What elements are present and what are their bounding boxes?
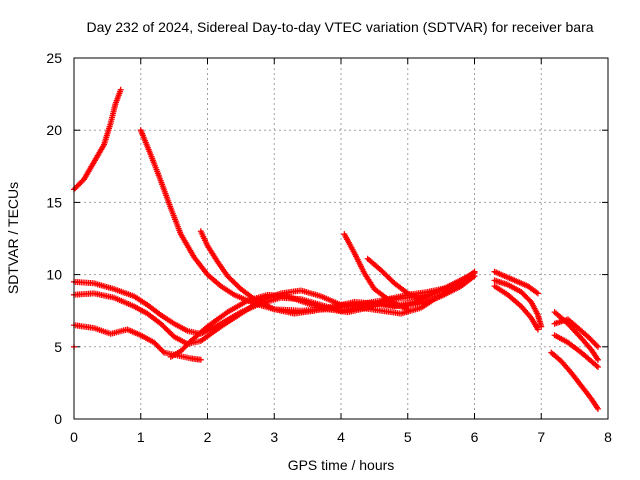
x-tick-labels: 0 1 2 3 4 5 6 7 8 bbox=[70, 429, 612, 445]
series-track-j bbox=[491, 268, 541, 297]
series-track-k bbox=[491, 277, 545, 330]
data-point-marker bbox=[594, 364, 601, 371]
y-tick-label: 25 bbox=[46, 50, 62, 66]
y-axis-label: SDTVAR / TECUs bbox=[5, 182, 21, 294]
data-point-marker bbox=[418, 296, 425, 303]
plot-frame bbox=[73, 57, 609, 420]
data-point-marker bbox=[159, 348, 166, 355]
x-axis-label: GPS time / hours bbox=[288, 457, 395, 473]
series-track-l bbox=[491, 283, 541, 333]
data-point-marker bbox=[534, 326, 541, 333]
data-point-marker bbox=[534, 290, 541, 297]
x-tick-label: 0 bbox=[70, 429, 78, 445]
y-tick-label: 5 bbox=[54, 339, 62, 355]
series-track-h bbox=[341, 231, 411, 313]
data-point-marker bbox=[594, 343, 601, 350]
series-track-b bbox=[137, 127, 431, 314]
data-point-marker bbox=[594, 356, 601, 363]
series-track-e bbox=[71, 273, 478, 347]
data-point-marker bbox=[593, 342, 600, 349]
y-tick-label: 15 bbox=[46, 194, 62, 210]
y-tick-label: 0 bbox=[54, 411, 62, 427]
x-tick-label: 4 bbox=[337, 429, 345, 445]
data-point-marker bbox=[593, 362, 600, 369]
data-point-marker bbox=[197, 356, 204, 363]
x-tick-label: 2 bbox=[204, 429, 212, 445]
grid-lines bbox=[73, 57, 609, 420]
data-marks bbox=[71, 86, 601, 412]
data-point-marker bbox=[538, 323, 545, 330]
series-track-p bbox=[548, 349, 601, 412]
x-tick-label: 5 bbox=[404, 429, 412, 445]
x-tick-label: 3 bbox=[270, 429, 278, 445]
series-track-o bbox=[551, 332, 601, 371]
data-point-marker bbox=[471, 273, 478, 280]
chart-title: Day 232 of 2024, Sidereal Day-to-day VTE… bbox=[86, 19, 593, 35]
data-point-marker bbox=[444, 284, 451, 291]
series-track-g bbox=[167, 284, 451, 360]
x-tick-label: 7 bbox=[537, 429, 545, 445]
data-point-marker bbox=[169, 332, 176, 339]
x-tick-label: 6 bbox=[471, 429, 479, 445]
x-tick-label: 1 bbox=[137, 429, 145, 445]
series-track-a bbox=[71, 86, 124, 193]
y-tick-label: 20 bbox=[46, 122, 62, 138]
y-tick-label: 10 bbox=[46, 267, 62, 283]
y-tick-labels: 0 5 10 15 20 25 bbox=[46, 50, 62, 427]
series-track-n bbox=[551, 316, 601, 350]
series-track-i bbox=[364, 255, 425, 303]
x-tick-label: 8 bbox=[604, 429, 612, 445]
data-point-marker bbox=[594, 405, 601, 412]
data-point-marker bbox=[404, 306, 411, 313]
data-point-marker bbox=[117, 86, 124, 93]
